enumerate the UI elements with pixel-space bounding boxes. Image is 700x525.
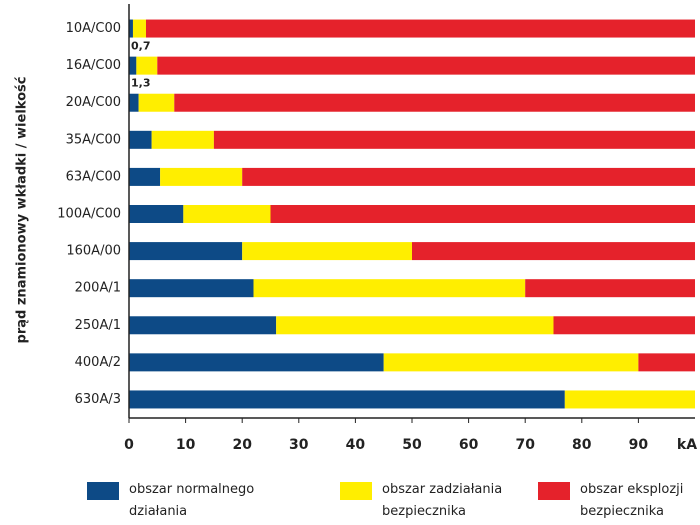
legend-swatch bbox=[87, 482, 119, 500]
bar-segment bbox=[564, 390, 695, 409]
bar-segment bbox=[129, 93, 139, 112]
bar-segment bbox=[242, 242, 412, 261]
x-tick-label: 30 bbox=[289, 437, 309, 453]
bar-segment bbox=[129, 19, 133, 38]
bar-segment bbox=[138, 93, 175, 112]
bar-segment bbox=[129, 167, 161, 186]
y-tick-label: 10A/C00 bbox=[66, 21, 121, 36]
x-axis-label: kA bbox=[677, 437, 697, 453]
bar-segment bbox=[383, 353, 639, 372]
bar-segment bbox=[129, 205, 184, 223]
x-tick-label: 20 bbox=[232, 437, 252, 453]
y-tick-label: 160A/00 bbox=[66, 244, 121, 259]
bar-segment bbox=[253, 279, 526, 298]
y-tick-label: 20A/C00 bbox=[66, 95, 121, 110]
bar-segment bbox=[129, 390, 565, 409]
data-label: 1,3 bbox=[131, 77, 151, 90]
bar-segment bbox=[136, 56, 158, 75]
y-tick-label: 35A/C00 bbox=[66, 132, 121, 147]
legend-swatch bbox=[340, 482, 372, 500]
x-tick-label: 60 bbox=[459, 437, 479, 453]
bar-segment bbox=[160, 167, 243, 186]
bar-segment bbox=[638, 353, 695, 372]
bar-segment bbox=[174, 93, 695, 112]
x-tick-label: 0 bbox=[124, 437, 134, 453]
bar-segment bbox=[242, 167, 695, 186]
bar-segment bbox=[157, 56, 696, 75]
bar-segment bbox=[129, 130, 152, 149]
y-tick-label: 400A/2 bbox=[75, 355, 121, 370]
bar-segment bbox=[412, 242, 695, 261]
bar-segment bbox=[129, 279, 254, 298]
y-tick-label: 630A/3 bbox=[75, 392, 121, 407]
x-tick-label: 90 bbox=[629, 437, 649, 453]
x-tick-label: 40 bbox=[346, 437, 366, 453]
y-tick-label: 250A/1 bbox=[75, 318, 121, 333]
bar-segment bbox=[129, 242, 243, 261]
y-axis-label: prąd znamionowy wkładki / wielkość bbox=[15, 76, 30, 343]
bar-segment bbox=[553, 316, 695, 335]
legend-swatch bbox=[538, 482, 570, 500]
bar-segment bbox=[213, 130, 695, 149]
bar-segment bbox=[132, 19, 146, 38]
legend-label: obszar normalnego działania bbox=[129, 482, 255, 519]
legend-item: obszar zadziałania bezpiecznika bbox=[340, 482, 532, 523]
x-tick-label: 70 bbox=[515, 437, 535, 453]
legend-item: obszar eksplozji bezpiecznika bbox=[538, 482, 700, 523]
legend-item: obszar normalnego działania bbox=[87, 482, 279, 523]
bar-segment bbox=[129, 353, 384, 372]
y-tick-label: 63A/C00 bbox=[66, 169, 121, 184]
bar-segment bbox=[151, 130, 214, 149]
x-tick-label: 80 bbox=[572, 437, 592, 453]
bar-segment bbox=[276, 316, 554, 335]
bar-segment bbox=[129, 56, 137, 75]
bar-segment bbox=[270, 205, 695, 223]
y-tick-label: 16A/C00 bbox=[66, 58, 121, 73]
legend-label: obszar eksplozji bezpiecznika bbox=[580, 482, 684, 519]
data-label: 0,7 bbox=[131, 40, 151, 53]
bar-segment bbox=[145, 19, 696, 38]
bar-segment bbox=[129, 316, 277, 335]
legend-label: obszar zadziałania bezpiecznika bbox=[382, 482, 503, 519]
y-tick-label: 200A/1 bbox=[75, 281, 121, 296]
bar-segment bbox=[525, 279, 695, 298]
x-tick-label: 10 bbox=[176, 437, 196, 453]
y-tick-label: 100A/C00 bbox=[57, 207, 121, 222]
bar-segment bbox=[183, 205, 271, 223]
plot: prąd znamionowy wkładki / wielkość 10A/C… bbox=[15, 4, 697, 453]
x-tick-label: 50 bbox=[402, 437, 422, 453]
